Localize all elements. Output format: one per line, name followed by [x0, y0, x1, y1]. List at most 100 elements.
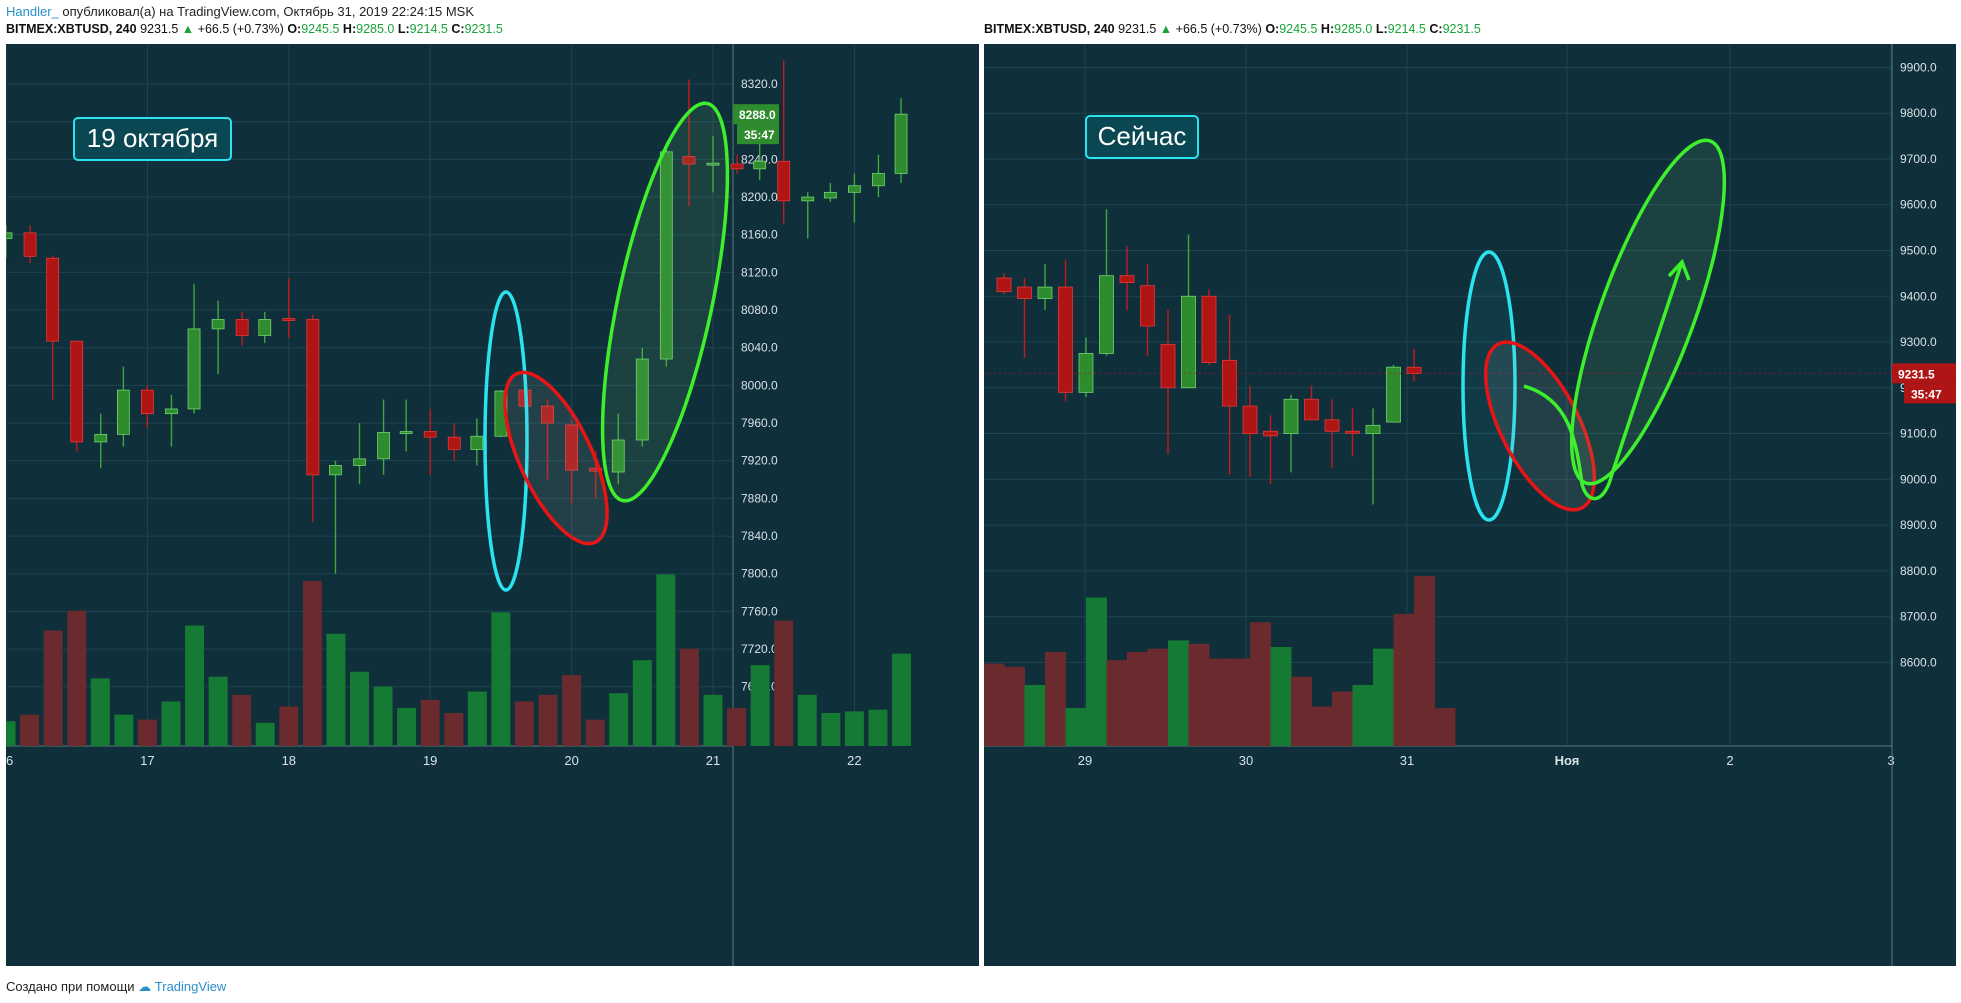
symbol-label: BITMEX:XBTUSD, 240 — [6, 22, 137, 36]
candle-body — [116, 389, 130, 435]
candle-body — [753, 160, 767, 170]
y-tick-label: 9300.0 — [1900, 335, 1937, 349]
candle-body — [23, 232, 37, 257]
candle-body — [70, 340, 84, 443]
volume-bar — [1065, 708, 1087, 746]
footer-text: Создано при помощи — [6, 979, 135, 994]
footer-credit: Создано при помощи ☁ TradingView — [6, 979, 226, 995]
tradingview-link[interactable]: TradingView — [154, 979, 227, 994]
x-tick-label: 21 — [706, 753, 720, 768]
y-tick-label: 9800.0 — [1900, 106, 1937, 120]
x-tick-label: 22 — [847, 753, 861, 768]
candle-body — [1201, 295, 1217, 364]
candle-body — [1037, 286, 1053, 299]
x-tick-label: Ноя — [1555, 753, 1580, 768]
price-tag-box — [1892, 363, 1956, 384]
y-tick-label: 7720.0 — [741, 642, 778, 656]
candle-body — [46, 257, 60, 342]
candle-body — [1140, 285, 1155, 327]
high-value: 9285.0 — [356, 22, 395, 36]
volume-bar — [90, 678, 110, 746]
volume-bar — [1004, 666, 1025, 746]
volume-bar — [632, 660, 652, 746]
y-tick-label: 9500.0 — [1900, 243, 1937, 257]
volume-bar — [562, 675, 582, 746]
chart-panel-left[interactable]: 8320.08280.08240.08200.08160.08120.08080… — [0, 44, 979, 966]
candle-body — [258, 319, 272, 336]
candlestick-chart-right[interactable]: 9900.0 9800.0 9700.0 9600.0 9500.0 9400.0 9300… — [983, 44, 1956, 966]
y-tick-label: 8200.0 — [741, 190, 778, 204]
candle-body — [447, 436, 461, 450]
timer-label: 35:47 — [1911, 387, 1942, 401]
x-tick-label: 2 — [1726, 753, 1733, 768]
chart-panel-right[interactable]: 9900.0 9800.0 9700.0 9600.0 9500.0 9400.0 9300… — [983, 44, 1956, 966]
annotation-label: Сейчас — [1098, 121, 1187, 151]
last-price: 9231.5 — [140, 22, 179, 36]
candle-body — [541, 405, 554, 424]
volume-bar — [467, 691, 487, 746]
candle-body — [1119, 275, 1135, 283]
price-tag-label: 9231.5 — [1898, 367, 1935, 381]
candle-body — [423, 431, 437, 438]
candle-body — [140, 389, 154, 415]
volume-bar — [444, 713, 464, 746]
candle-body — [1181, 295, 1196, 389]
candle-body — [187, 328, 201, 410]
publish-line: Handler_ опубликовал(а) на TradingView.c… — [6, 4, 474, 19]
author-link[interactable]: Handler_ — [6, 4, 59, 19]
cyan-highlight-ellipse — [1461, 250, 1517, 522]
candle-body — [894, 113, 908, 174]
volume-bar — [279, 706, 299, 746]
candle-body — [823, 191, 837, 199]
volume-bar — [373, 686, 393, 746]
candlestick-chart-left[interactable]: 8320.08280.08240.08200.08160.08120.08080… — [0, 44, 979, 966]
last-price: 9231.5 — [1118, 22, 1157, 36]
y-tick-label: 8800.0 — [1900, 564, 1937, 578]
volume-bar — [1086, 597, 1107, 746]
volume-bar — [797, 694, 817, 746]
volume-bar — [1393, 614, 1415, 746]
volume-bar — [750, 665, 770, 746]
volume-bar — [703, 694, 723, 746]
x-tick-label: 19 — [423, 753, 437, 768]
candle-body — [682, 156, 696, 165]
volume-bar — [397, 708, 417, 746]
volume-bar — [1311, 706, 1333, 746]
x-tick-label: 30 — [1239, 753, 1253, 768]
candle-body — [1365, 424, 1381, 434]
green-highlight-ellipse — [600, 101, 730, 503]
volume-bar — [302, 581, 322, 746]
cyan-highlight-ellipse — [483, 290, 529, 592]
volume-bar — [1168, 640, 1189, 746]
x-tick-label: 16 — [6, 753, 13, 768]
candle-body — [706, 162, 720, 166]
candle-body — [1222, 359, 1237, 407]
candle-body — [235, 319, 249, 336]
volume-bar — [1270, 647, 1292, 746]
y-tick-label: 9400.0 — [1900, 289, 1937, 303]
volume-bar — [774, 620, 794, 746]
volume-bar — [1373, 648, 1394, 746]
volume-bar — [137, 719, 157, 746]
volume-bar — [727, 708, 747, 746]
candle-body — [996, 277, 1012, 293]
low-value: 9214.5 — [1387, 22, 1426, 36]
volume-bar — [656, 574, 676, 746]
volume-bar — [1106, 660, 1128, 746]
candle-body — [1386, 366, 1401, 423]
volume-bar — [255, 722, 275, 746]
candle-body — [1017, 286, 1032, 299]
candle-body — [1160, 343, 1176, 389]
volume-bar — [1332, 691, 1353, 746]
x-tick-label: 31 — [1400, 753, 1414, 768]
candle-body — [1345, 430, 1360, 434]
candle-body — [1406, 366, 1422, 375]
candle-body — [329, 465, 342, 476]
volume-bar — [868, 709, 888, 746]
volume-bar — [1147, 648, 1169, 746]
low-value: 9214.5 — [409, 22, 448, 36]
volume-bar — [67, 610, 87, 746]
volume-bar — [161, 701, 181, 746]
volume-bar — [350, 671, 369, 746]
volume-bar — [514, 701, 534, 746]
